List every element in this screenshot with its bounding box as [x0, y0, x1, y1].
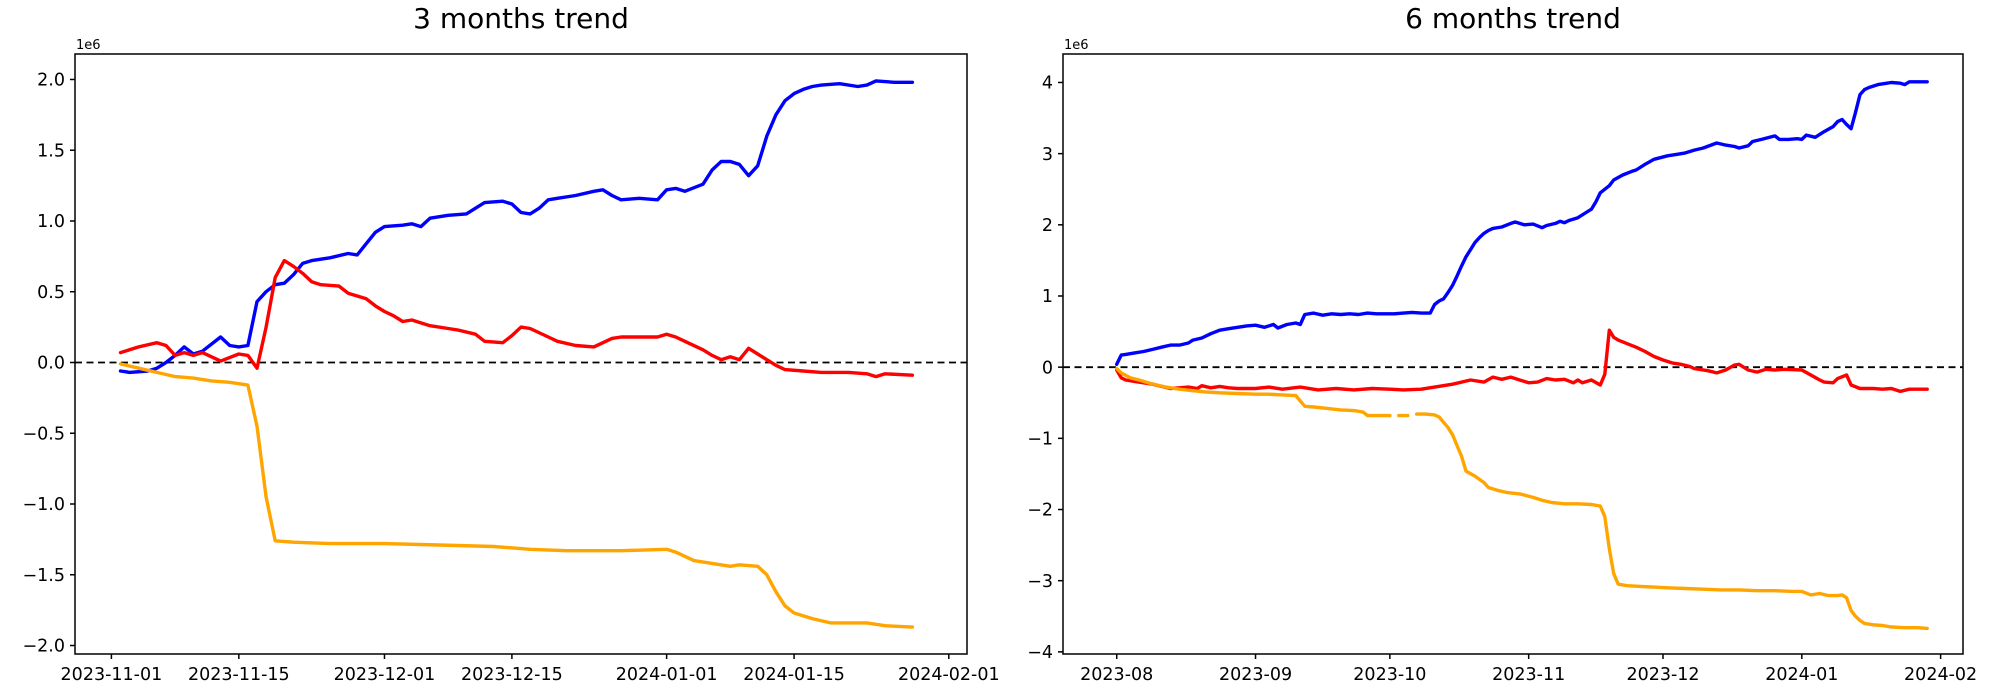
x-tick-label: 2023-12-15 — [461, 665, 563, 685]
x-tick-label: 2023-12 — [1626, 665, 1699, 685]
chart-6-months-panel: 6 months trend 1e6 2023-08 2023-09 2023-10… — [1000, 0, 2000, 700]
x-tick-label: 2023-11-01 — [61, 665, 163, 685]
y-tick-label: 0 — [1042, 358, 1053, 378]
y-tick-label: −1.5 — [23, 566, 66, 586]
chart-title-3-months: 3 months trend — [413, 2, 629, 35]
y-tick-label: 1 — [1042, 287, 1053, 307]
x-tick-label: 2024-01-15 — [743, 665, 845, 685]
x-tick-label: 2023-08 — [1080, 665, 1153, 685]
series-orange — [118, 362, 915, 629]
y-tick-label: 4 — [1042, 74, 1053, 94]
series-orange — [1115, 366, 1929, 631]
series-red — [118, 258, 915, 379]
x-tick-label: 2023-12-01 — [334, 665, 436, 685]
x-tick-label: 2023-09 — [1219, 665, 1292, 685]
chart-3-months-panel: 3 months trend 1e6 2023-11-01 2023-11-15 2… — [23, 2, 1000, 685]
y-tick-label: 1.0 — [37, 212, 65, 232]
series-blue — [1115, 80, 1929, 366]
x-tick-label: 2023-10 — [1353, 665, 1426, 685]
x-tick-label: 2024-01 — [1765, 665, 1838, 685]
y-tick-label: 0.5 — [37, 283, 65, 303]
axes-box — [74, 53, 968, 655]
y-tick-label: 0.0 — [37, 354, 65, 374]
y-tick-label: −2.0 — [23, 637, 66, 657]
y-tick-label: −1.0 — [23, 495, 66, 515]
y-axis-offset-label: 1e6 — [76, 38, 101, 53]
y-axis-offset-label: 1e6 — [1064, 38, 1089, 53]
y-tick-label: 2 — [1042, 216, 1053, 236]
x-tick-label: 2023-11 — [1492, 665, 1565, 685]
y-tick-label: −4 — [1027, 643, 1053, 663]
y-tick-label: 2.0 — [37, 71, 65, 91]
chart-title-6-months: 6 months trend — [1405, 2, 1621, 35]
x-tick-label: 2023-11-15 — [188, 665, 290, 685]
y-tick-label: −0.5 — [23, 424, 66, 444]
x-tick-label: 2024-01-01 — [616, 665, 718, 685]
x-tick-label: 2024-02-01 — [898, 665, 1000, 685]
plot-area-6-months: 2023-08 2023-09 2023-10 2023-11 2023-12 2024-… — [1027, 53, 1977, 685]
series-red — [1115, 328, 1929, 394]
series-blue — [118, 79, 915, 375]
y-tick-label: 1.5 — [37, 141, 65, 161]
x-tick-label: 2024-02 — [1904, 665, 1977, 685]
plot-area-3-months: 2023-11-01 2023-11-15 2023-12-01 2023-12-15… — [23, 53, 1000, 685]
y-tick-label: −3 — [1027, 572, 1053, 592]
y-tick-label: −1 — [1027, 429, 1053, 449]
y-tick-label: −2 — [1027, 501, 1053, 521]
y-tick-label: 3 — [1042, 145, 1053, 165]
axes-box — [1062, 53, 1964, 655]
